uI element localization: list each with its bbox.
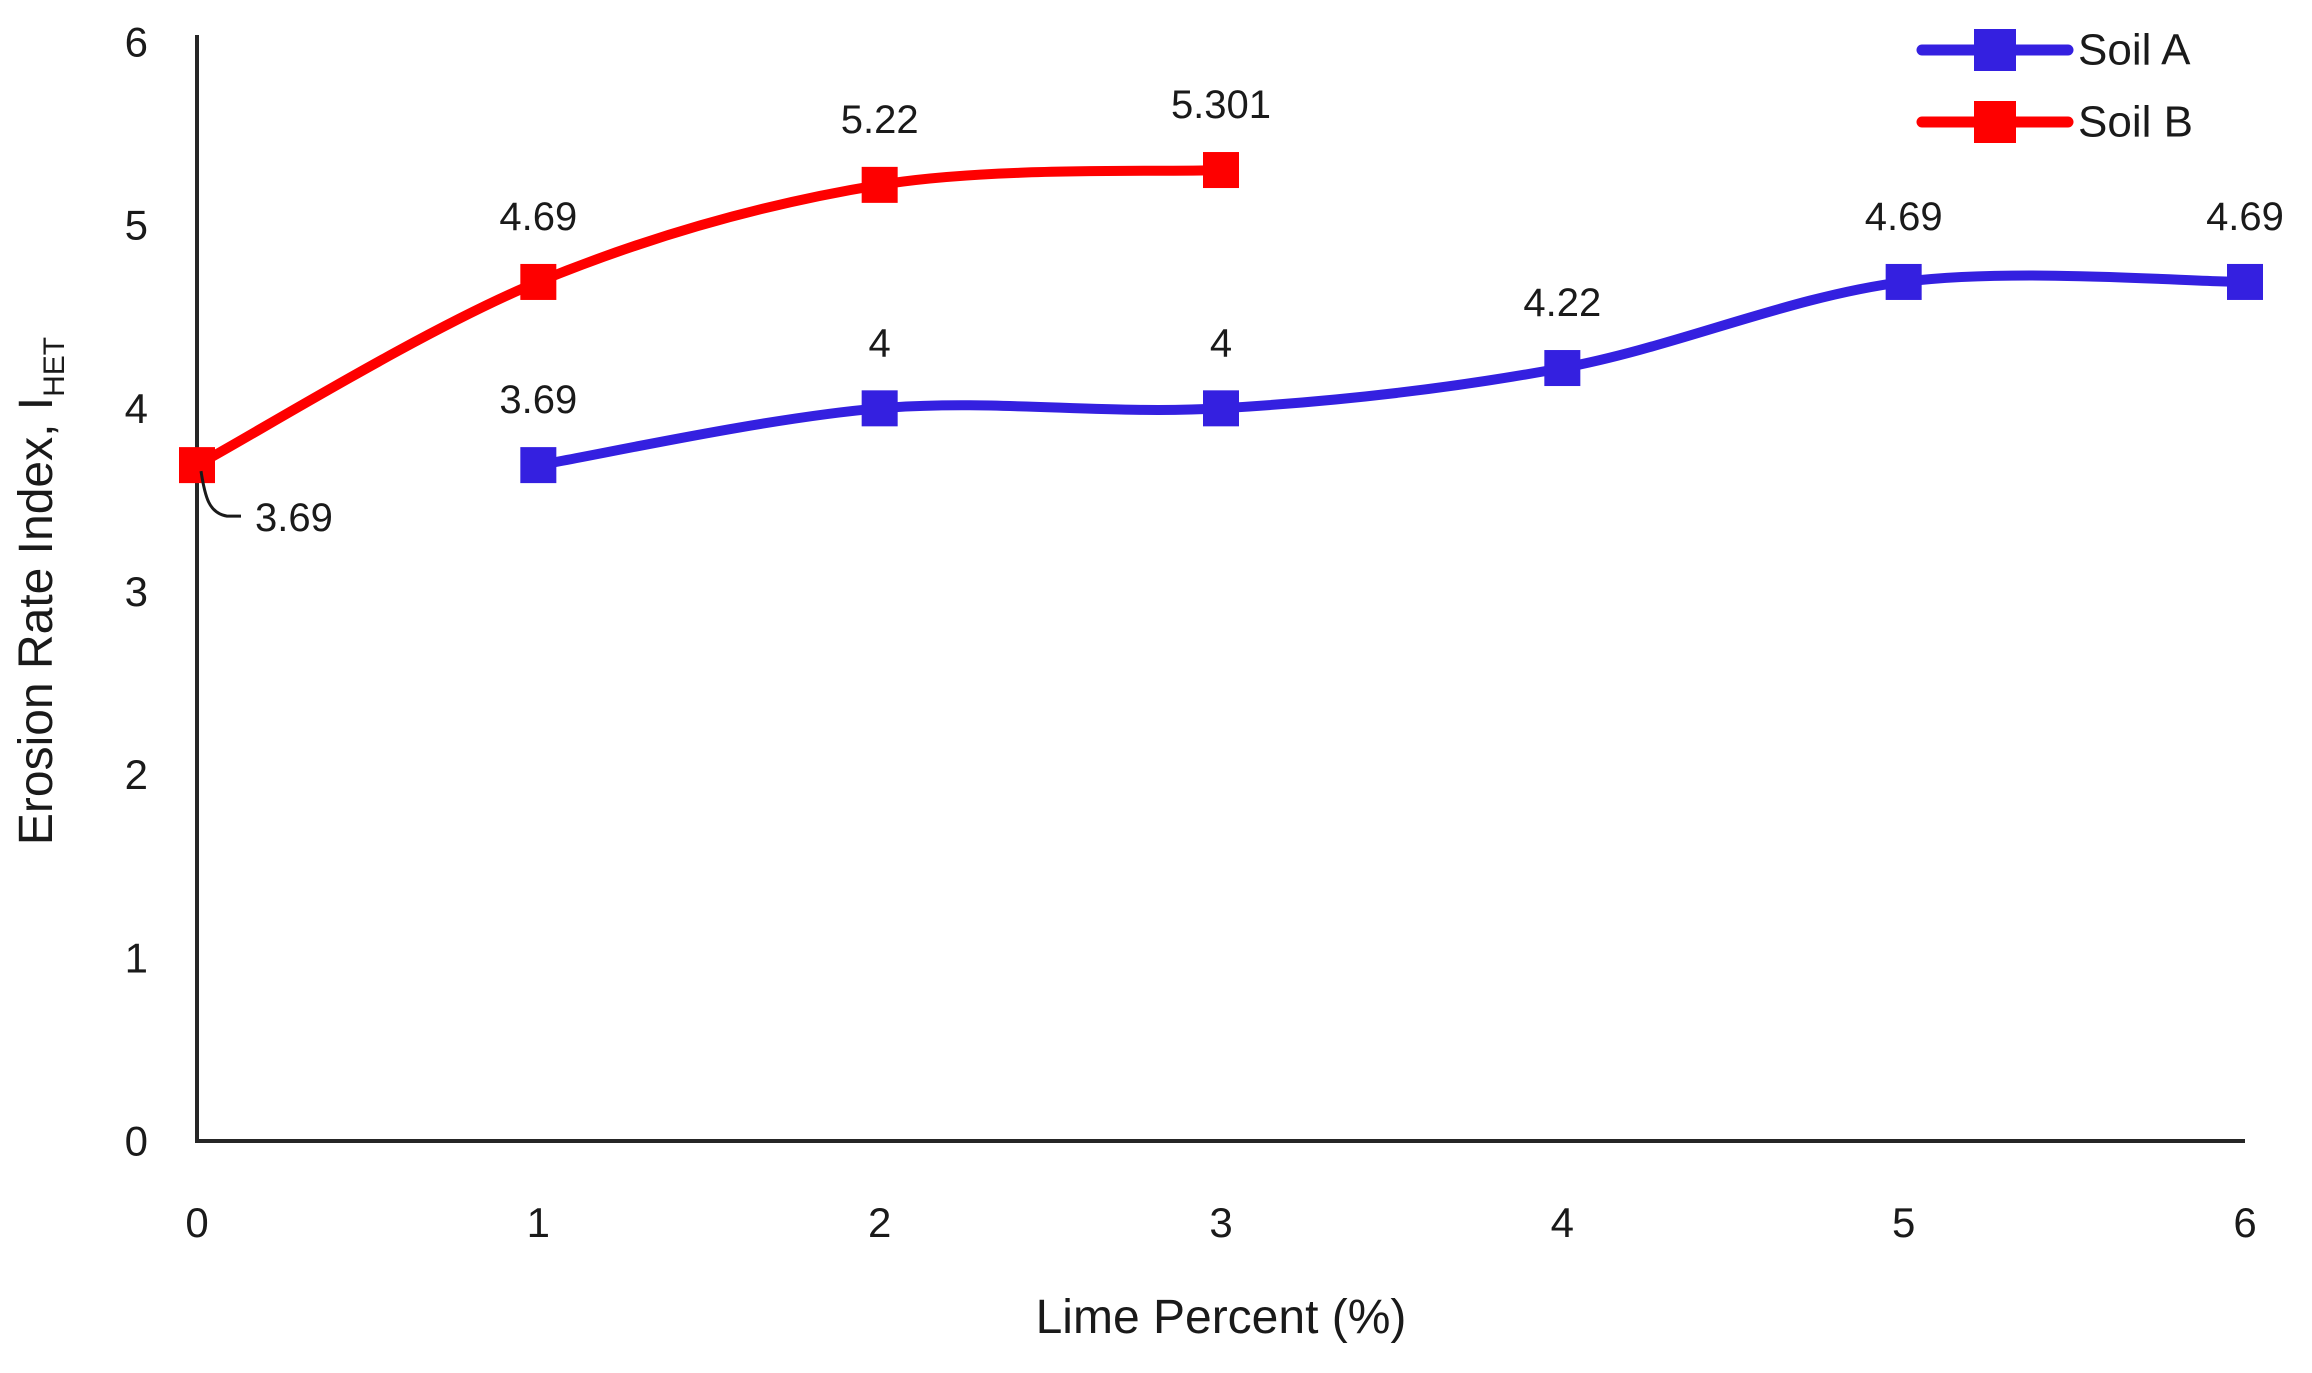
y-axis-title: Erosion Rate Index, IHET (10, 337, 71, 845)
data-label-soil-a: 4.69 (2206, 195, 2284, 239)
marker-soil-b (861, 166, 898, 203)
legend-entry-soil-b: Soil B (1916, 98, 2193, 147)
x-tick-label: 6 (2233, 1199, 2256, 1246)
callout-leader-line (199, 470, 241, 518)
y-tick-label: 3 (125, 568, 148, 615)
marker-soil-a (861, 390, 898, 427)
data-label-soil-a: 4.69 (1865, 195, 1943, 239)
marker-soil-b (520, 263, 557, 300)
marker-soil-b (1203, 152, 1239, 189)
marker-soil-a (2227, 263, 2263, 300)
x-tick-label: 2 (868, 1199, 891, 1246)
x-tick-label: 0 (185, 1199, 208, 1246)
data-label-soil-b: 4.69 (499, 195, 577, 239)
x-tick-label: 1 (527, 1199, 550, 1246)
y-tick-label: 5 (125, 202, 148, 249)
series-line-soil-b (192, 165, 1226, 471)
y-tick-label: 1 (125, 934, 148, 981)
series-line-soil-a (533, 270, 2250, 471)
legend-entry-soil-a: Soil A (1916, 26, 2191, 75)
y-tick-label: 2 (125, 751, 148, 798)
y-tick-label: 0 (125, 1118, 148, 1165)
legend-label: Soil A (2078, 26, 2191, 75)
marker-soil-a (520, 447, 557, 484)
x-tick-label: 4 (1551, 1199, 1574, 1246)
data-label-soil-a: 4 (869, 321, 891, 365)
marker-soil-a (1885, 263, 1922, 300)
legend: Soil A Soil B (1916, 26, 2193, 147)
data-label-soil-a: 3.69 (499, 378, 577, 422)
data-labels-layer: 3.69 4 4 4.22 4.69 4.69 3.69 4.69 5.22 5.301 (199, 83, 2284, 540)
data-label-soil-a: 4 (1210, 321, 1232, 365)
marker-soil-a (1203, 390, 1239, 427)
data-label-soil-b: 5.22 (841, 98, 919, 142)
y-tick-label: 4 (125, 385, 148, 432)
data-label-soil-b: 3.69 (255, 496, 333, 540)
marker-soil-b (179, 447, 215, 484)
series-layer (179, 152, 2263, 484)
marker-soil-a (1544, 350, 1581, 387)
x-tick-label: 3 (1209, 1199, 1232, 1246)
legend-label: Soil B (2078, 98, 2193, 147)
data-label-soil-b: 5.301 (1171, 83, 1271, 127)
legend-marker-swatch (1974, 29, 2016, 71)
x-tick-label: 5 (1892, 1199, 1915, 1246)
data-label-soil-a: 4.22 (1523, 281, 1601, 325)
legend-marker-swatch (1974, 101, 2016, 143)
y-tick-label: 6 (125, 19, 148, 66)
x-axis-title: Lime Percent (%) (1036, 1291, 1407, 1344)
axes-layer: 0 1 2 3 4 5 6 0 1 2 3 4 5 6 Lime Percent (%) Erosion Ra… (10, 19, 2257, 1345)
